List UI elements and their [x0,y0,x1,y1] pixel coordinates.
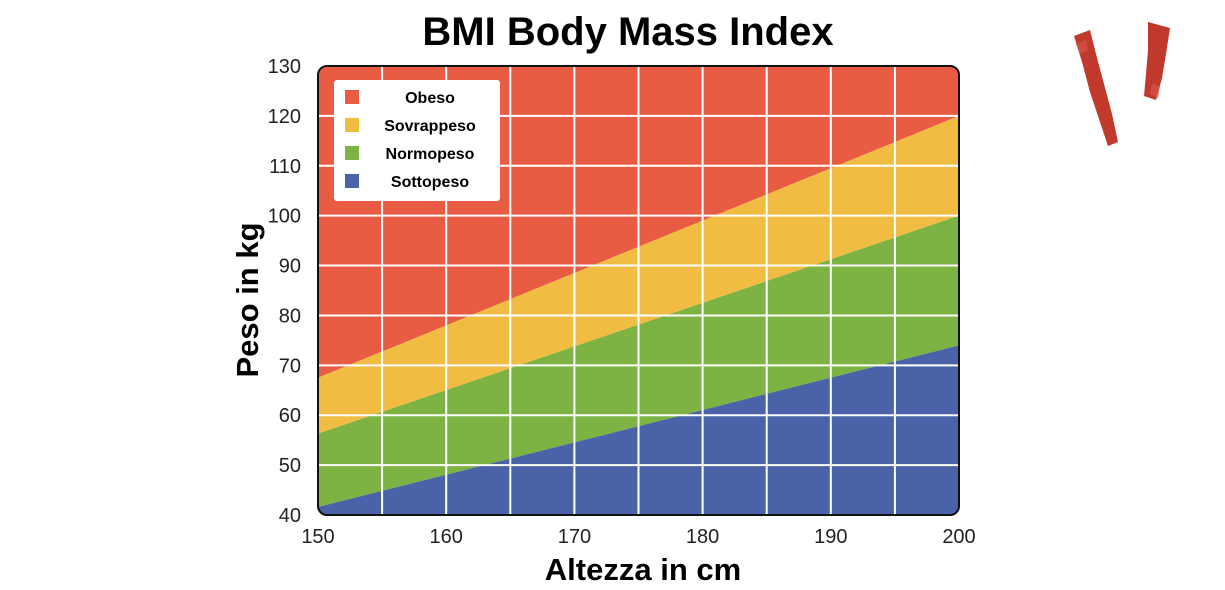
y-tick-label: 110 [269,156,301,178]
legend-label-normopeso: Normopeso [386,146,475,163]
legend-label-obeso: Obeso [405,90,455,107]
x-tick-label: 190 [814,526,847,548]
x-tick-label: 150 [301,526,334,548]
legend-box [334,80,500,201]
plot-frame [317,65,960,516]
legend-swatch-sottopeso [345,174,359,188]
y-tick-label: 50 [279,455,301,477]
y-tick-label: 70 [279,355,301,377]
legend-swatch-sovrappeso [345,118,359,132]
y-tick-label: 100 [268,206,301,228]
y-tick-label: 60 [279,405,301,427]
y-tick-labels: 40 50 60 70 80 90 100 110 120 130 [268,56,301,527]
y-tick-label: 80 [279,305,301,327]
x-tick-label: 170 [558,526,591,548]
y-tick-label: 130 [268,56,301,78]
x-axis-label: Altezza in cm [545,552,741,587]
x-tick-labels: 150 160 170 180 190 200 [301,526,975,548]
legend-swatch-normopeso [345,146,359,160]
legend: Obeso Sovrappeso Normopeso Sottopeso [334,80,500,201]
x-tick-label: 160 [430,526,463,548]
y-tick-label: 90 [279,256,301,278]
red-brush-v-logo-icon [1074,22,1170,146]
legend-label-sovrappeso: Sovrappeso [384,118,476,135]
x-tick-label: 180 [686,526,719,548]
legend-label-sottopeso: Sottopeso [391,174,469,191]
y-tick-label: 120 [268,106,301,128]
x-tick-label: 200 [942,526,975,548]
y-tick-label: 40 [279,505,301,527]
legend-swatch-obeso [345,90,359,104]
chart-title: BMI Body Mass Index [422,10,834,54]
y-axis-label: Peso in kg [230,222,265,377]
